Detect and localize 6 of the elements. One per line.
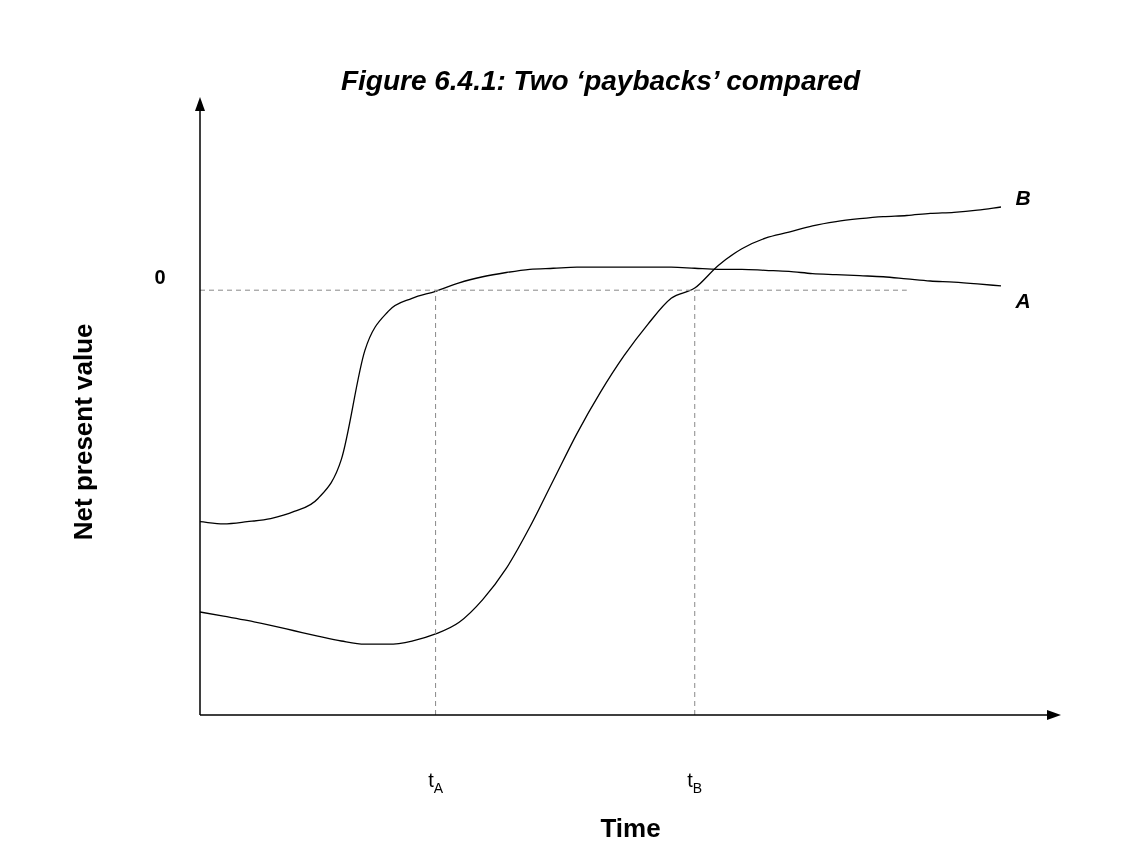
ref-line-label: 0	[154, 265, 166, 288]
x-axis-title: Time	[600, 813, 661, 844]
y-axis-title: Net present value	[68, 323, 99, 541]
series-label: A	[1014, 288, 1031, 312]
series-label: B	[1015, 185, 1031, 209]
chart-title: Figure 6.4.1: Two ‘paybacks’ compared	[340, 64, 861, 96]
